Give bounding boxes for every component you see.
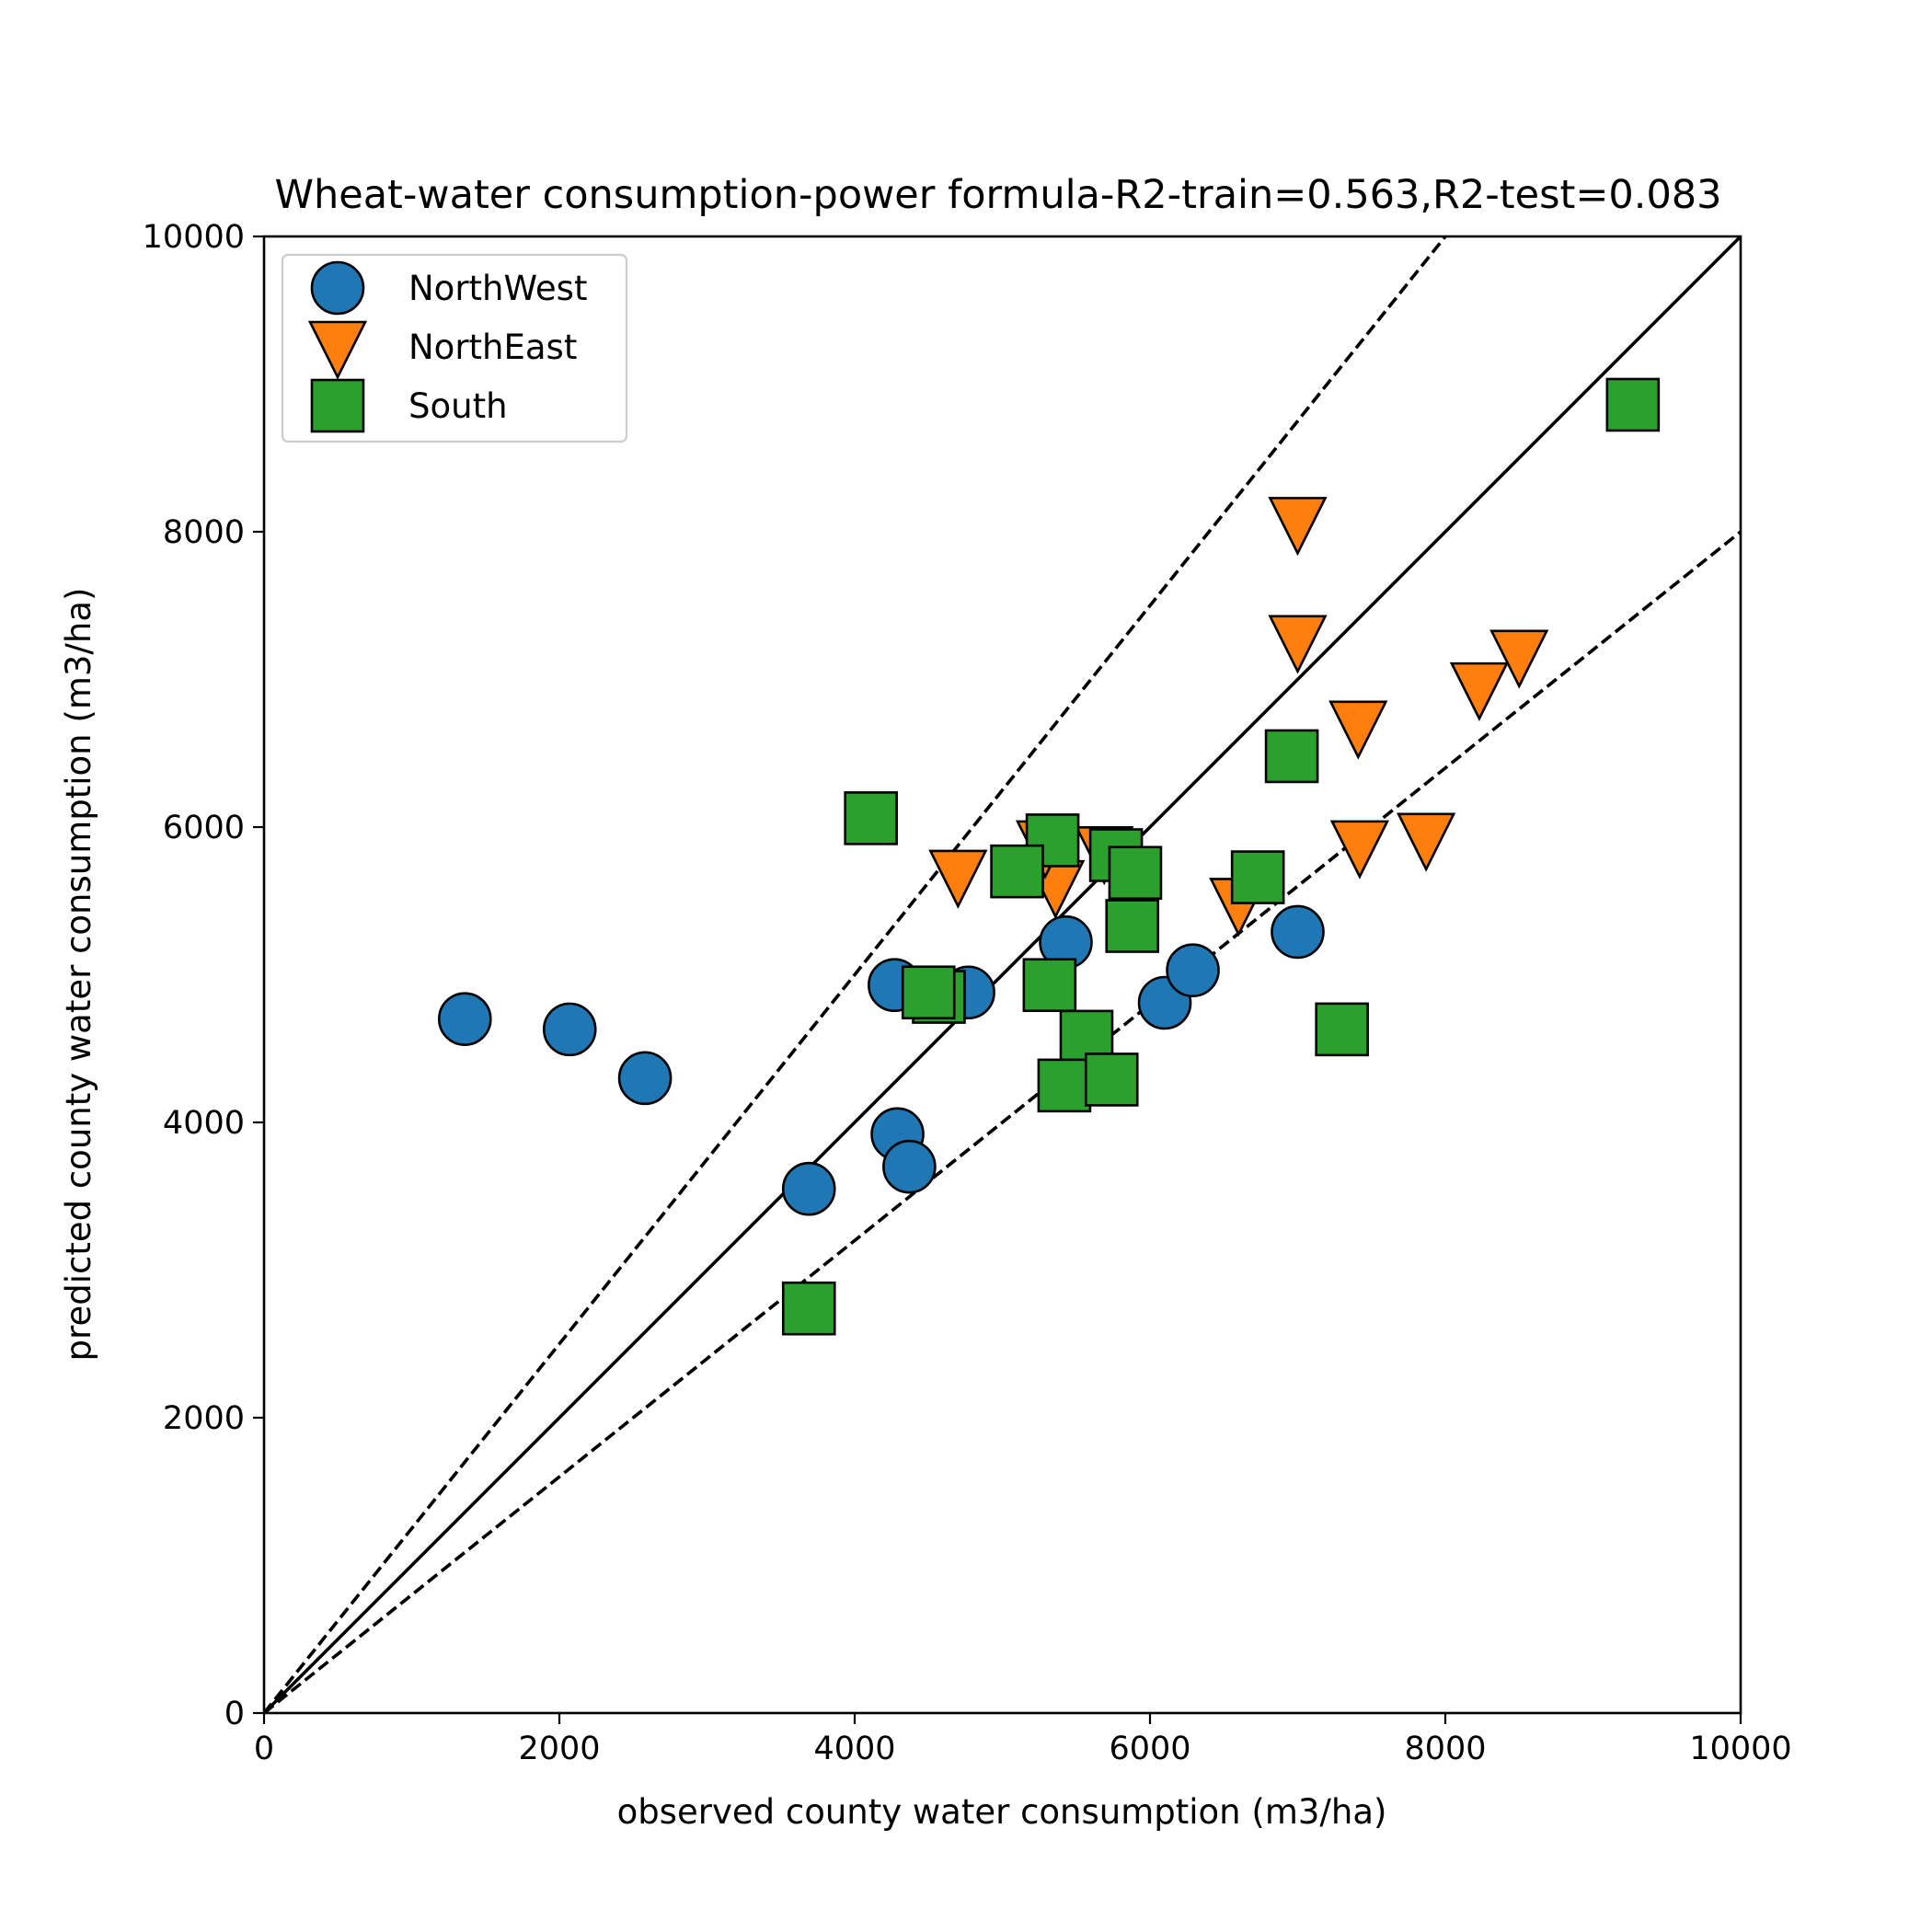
point-south [1084,1052,1139,1107]
x-axis-ticks: 0 2000 4000 6000 8000 10000 [254,1713,1792,1767]
point-northeast [1489,629,1549,689]
y-tick-label: 2000 [163,1400,245,1437]
point-south [1108,845,1163,901]
point-northwest [542,1002,597,1057]
point-northwest [1166,943,1220,997]
data-points [437,377,1661,1336]
point-northeast [1397,812,1456,872]
point-northwest [781,1161,836,1216]
y-tick-label: 0 [224,1696,245,1732]
legend-marker-northwest [310,260,365,316]
point-northeast [928,849,988,909]
one-to-one-line [264,236,1741,1713]
legend-box [281,253,628,443]
dashed-bound-line-2 [264,530,1741,1713]
y-tick-label: 6000 [163,810,245,846]
point-south [901,965,956,1020]
x-tick-label: 6000 [1109,1731,1190,1767]
x-tick-label: 0 [254,1731,274,1767]
legend-marker-south [310,378,365,433]
point-northeast [1449,661,1510,722]
point-south [1605,377,1661,432]
y-axis-label: predicted county water consumption (m3/h… [59,588,98,1362]
legend-label-northeast: NorthEast [408,328,577,367]
point-south [990,844,1044,899]
point-south [781,1281,836,1336]
point-south [844,791,898,845]
x-tick-label: 10000 [1689,1731,1791,1767]
legend-marker-northeast [307,320,368,380]
y-axis-ticks: 0 2000 4000 6000 8000 10000 [143,219,264,1732]
point-south [1105,899,1160,953]
point-northwest [882,1139,937,1194]
y-tick-label: 8000 [163,514,245,551]
plot-frame [262,235,1742,1715]
point-northwest [617,1051,673,1106]
point-south [1315,1002,1369,1057]
point-south [1264,729,1319,784]
x-axis-label: observed county water consumption (m3/ha… [617,1792,1387,1832]
point-northwest [1271,904,1325,960]
x-tick-label: 2000 [518,1731,600,1767]
point-northeast [1268,497,1328,557]
point-northeast [1268,615,1328,674]
chart-title: Wheat-water consumption-power formula-R2… [274,172,1721,218]
point-northeast [1329,820,1390,880]
y-tick-label: 4000 [163,1105,245,1142]
dashed-bound-line-1 [264,236,1448,1713]
point-south [1022,958,1077,1013]
point-south [1230,850,1285,904]
legend: NorthWest NorthEast South [281,253,628,443]
point-northeast [1328,700,1388,760]
point-northwest [437,992,492,1046]
legend-label-northwest: NorthWest [408,269,587,308]
legend-label-south: South [408,386,508,426]
y-tick-label: 10000 [143,219,245,256]
x-tick-label: 4000 [813,1731,895,1767]
x-tick-label: 8000 [1404,1731,1486,1767]
reference-lines [264,236,1741,1713]
point-south [1037,1058,1092,1113]
